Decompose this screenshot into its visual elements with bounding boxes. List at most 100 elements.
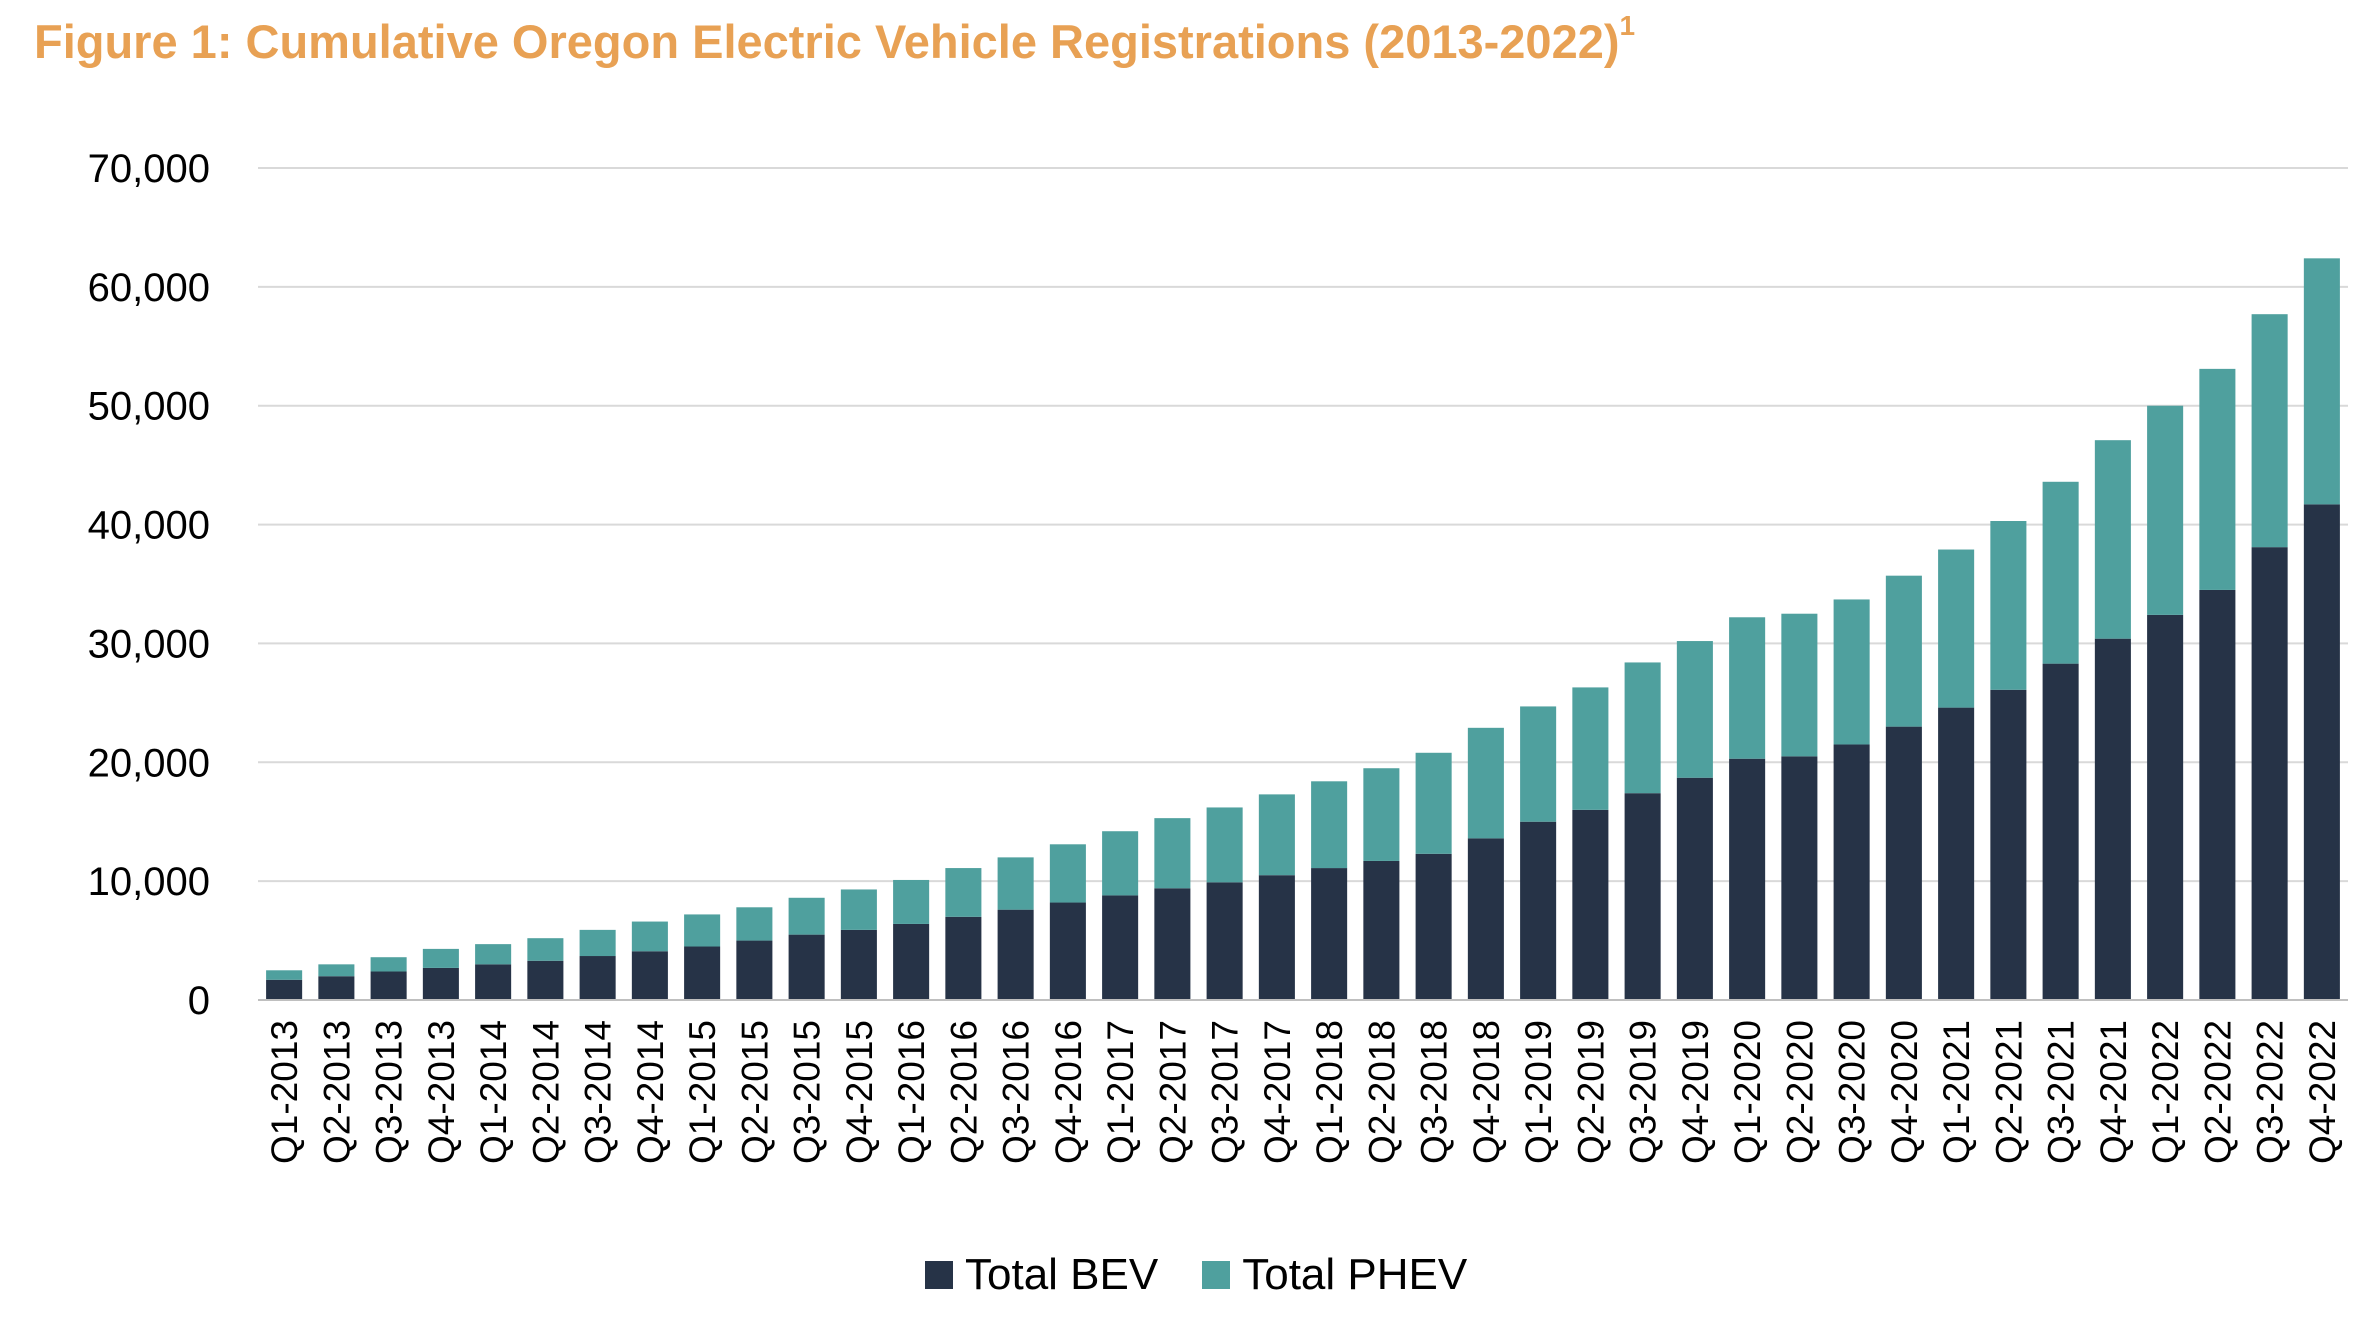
x-tick-label: Q3-2022 [2250, 1020, 2291, 1164]
bar-phev [422, 948, 459, 968]
bar-bev [2199, 589, 2236, 1000]
bar-bev [527, 960, 564, 1000]
bar-phev [1206, 807, 1243, 883]
bar-phev [579, 929, 616, 957]
bar-phev [318, 964, 355, 977]
bar-bev [684, 946, 721, 1000]
y-tick-label: 0 [188, 979, 210, 1023]
bar-phev [370, 957, 407, 972]
bar-phev [945, 868, 982, 917]
bar-bev [475, 964, 512, 1000]
bar-phev [1572, 687, 1609, 810]
bar-phev [2303, 258, 2340, 505]
x-tick-label: Q1-2021 [1936, 1020, 1977, 1164]
x-tick-label: Q3-2020 [1832, 1020, 1873, 1164]
bar-phev [997, 857, 1034, 910]
bar-phev [1520, 706, 1557, 822]
bar-bev [1049, 902, 1086, 1000]
x-tick-label: Q1-2017 [1100, 1020, 1141, 1164]
y-tick-label: 50,000 [88, 385, 210, 429]
bar-bev [1833, 744, 1870, 1000]
bar-phev [1102, 831, 1139, 896]
bar-phev [266, 970, 303, 980]
x-tick-label: Q4-2013 [421, 1020, 462, 1164]
bar-phev [2251, 314, 2288, 548]
bar-phev [736, 907, 773, 941]
bar-bev [945, 916, 982, 1000]
x-tick-label: Q3-2016 [996, 1020, 1037, 1164]
x-tick-label: Q3-2018 [1414, 1020, 1455, 1164]
x-tick-label: Q4-2022 [2302, 1020, 2343, 1164]
x-tick-label: Q2-2018 [1361, 1020, 1402, 1164]
x-tick-label: Q2-2020 [1779, 1020, 1820, 1164]
x-tick-label: Q1-2018 [1309, 1020, 1350, 1164]
bar-bev [997, 909, 1034, 1000]
chart-title-text: Figure 1: Cumulative Oregon Electric Veh… [34, 15, 1620, 68]
y-tick-label: 70,000 [88, 147, 210, 191]
bar-bev [2251, 547, 2288, 1000]
x-tick-label: Q3-2017 [1205, 1020, 1246, 1164]
x-tick-label: Q4-2015 [839, 1020, 880, 1164]
bar-bev [1467, 838, 1504, 1000]
x-tick-label: Q2-2021 [1988, 1020, 2029, 1164]
bar-phev [1729, 617, 1766, 759]
bar-phev [2199, 368, 2236, 590]
bar-bev [422, 967, 459, 1000]
y-tick-label: 30,000 [88, 622, 210, 666]
bar-phev [893, 879, 930, 924]
x-tick-label: Q2-2014 [525, 1020, 566, 1164]
chart-title: Figure 1: Cumulative Oregon Electric Veh… [34, 10, 1635, 69]
legend-label-phev: Total PHEV [1242, 1250, 1468, 1299]
x-tick-label: Q3-2015 [787, 1020, 828, 1164]
legend: Total BEV Total PHEV [925, 1250, 1511, 1300]
x-tick-label: Q3-2021 [2041, 1020, 2082, 1164]
x-tick-label: Q2-2017 [1152, 1020, 1193, 1164]
x-tick-label: Q4-2016 [1048, 1020, 1089, 1164]
bar-phev [1415, 752, 1452, 854]
x-tick-label: Q4-2014 [630, 1020, 671, 1164]
x-tick-label: Q1-2020 [1727, 1020, 1768, 1164]
x-tick-label: Q1-2019 [1518, 1020, 1559, 1164]
bar-bev [579, 956, 616, 1000]
bar-phev [631, 921, 668, 952]
bar-bev [1572, 809, 1609, 1000]
bar-bev [1206, 882, 1243, 1000]
bar-phev [788, 897, 825, 935]
bar-bev [1154, 888, 1191, 1000]
x-tick-label: Q4-2020 [1884, 1020, 1925, 1164]
bar-bev [1102, 895, 1139, 1000]
y-tick-label: 10,000 [88, 860, 210, 904]
bar-phev [1885, 575, 1922, 727]
bar-bev [1885, 726, 1922, 1000]
bar-bev [2042, 663, 2079, 1000]
x-tick-label: Q1-2014 [473, 1020, 514, 1164]
x-tick-label: Q1-2016 [891, 1020, 932, 1164]
x-tick-label: Q2-2022 [2197, 1020, 2238, 1164]
bar-phev [1833, 599, 1870, 745]
bar-phev [1154, 818, 1191, 889]
bar-bev [893, 923, 930, 1000]
bar-bev [2094, 638, 2131, 1000]
bar-phev [1049, 844, 1086, 903]
x-tick-label: Q2-2015 [734, 1020, 775, 1164]
bar-phev [2042, 481, 2079, 664]
y-tick-label: 60,000 [88, 266, 210, 310]
bar-phev [2094, 440, 2131, 639]
bar-bev [1676, 777, 1713, 1000]
bars [266, 258, 2340, 1000]
bar-phev [475, 944, 512, 965]
bar-bev [1311, 868, 1348, 1000]
y-axis-ticks: 0 10,000 20,000 30,000 40,000 50,000 60,000 70,… [88, 147, 210, 1023]
legend-swatch-phev [1202, 1261, 1231, 1289]
bar-phev [1676, 641, 1713, 778]
bar-phev [840, 889, 877, 930]
bar-bev [1781, 756, 1818, 1000]
x-tick-label: Q2-2019 [1570, 1020, 1611, 1164]
bar-bev [736, 940, 773, 1000]
x-tick-label: Q2-2016 [943, 1020, 984, 1164]
legend-item-bev: Total BEV [925, 1250, 1158, 1300]
legend-label-bev: Total BEV [965, 1250, 1159, 1299]
bar-phev [527, 938, 564, 961]
bar-bev [1624, 793, 1661, 1000]
